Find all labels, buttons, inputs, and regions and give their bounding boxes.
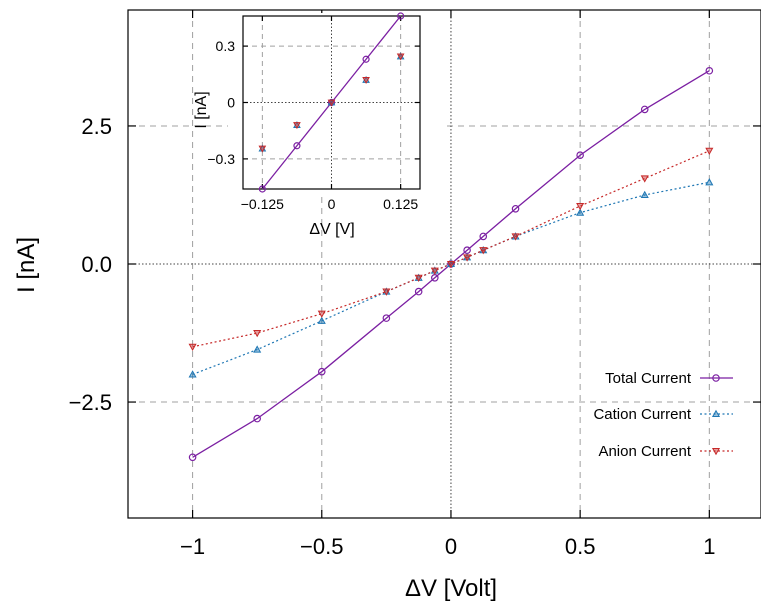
main-data-point — [705, 178, 714, 186]
main-x-tick-label: −1 — [180, 534, 205, 559]
legend-marker — [711, 409, 721, 418]
main-data-point — [317, 316, 326, 324]
main-data-point — [640, 190, 649, 199]
legend-label: Cation Current — [593, 406, 691, 423]
main-data-point — [640, 105, 649, 114]
main-data-point — [479, 232, 488, 241]
main-series-anion-current — [188, 147, 714, 352]
main-data-point — [382, 288, 391, 296]
x-axis-title: ΔV [Volt] — [405, 575, 497, 602]
inset-y-tick-label: 0.3 — [216, 38, 236, 54]
main-data-point — [463, 254, 472, 262]
main-data-point — [188, 370, 197, 378]
main-series-line — [192, 181, 710, 375]
inset-data-point — [293, 122, 301, 130]
inset-data-point — [362, 77, 370, 84]
inset-y-tick-label: 0 — [227, 95, 235, 111]
legend-label: Total Current — [605, 370, 692, 387]
inset-data-point — [258, 145, 267, 153]
main-data-point — [414, 274, 423, 283]
main-data-point — [705, 66, 714, 75]
main-data-point — [253, 414, 261, 423]
main-data-point — [479, 247, 488, 255]
inset-y-axis-title: I [nA] — [193, 91, 210, 128]
main-x-tick-label: −0.5 — [300, 534, 343, 559]
inset-data-point — [293, 142, 301, 150]
inset-data-point — [397, 12, 405, 20]
inset-x-axis-title: ΔV [V] — [309, 221, 354, 238]
main-x-tick-label: 0.5 — [565, 534, 596, 559]
legend: Total Current Cation Current Anion Current — [593, 370, 733, 460]
main-data-point — [188, 343, 197, 352]
main-x-tick-label: 0 — [445, 534, 457, 559]
inset-x-tick-label: −0.125 — [241, 196, 284, 212]
main-data-point — [640, 175, 649, 183]
main-data-point — [511, 204, 520, 213]
main-y-tick-label: 0.0 — [81, 252, 112, 277]
legend-marker — [712, 374, 720, 382]
main-data-point — [253, 345, 262, 353]
inset-series-anion-current — [258, 53, 405, 153]
main-data-point — [317, 367, 326, 376]
legend-marker — [711, 447, 721, 456]
inset-data-point — [258, 185, 266, 193]
inset-plot-area: −0.125 0 0.125 −0.3 0 0.3 — [207, 12, 446, 212]
y-axis-title: I [nA] — [13, 237, 40, 293]
main-data-point — [511, 233, 520, 241]
main-x-tick-label: 1 — [703, 534, 715, 559]
legend-label: Anion Current — [598, 443, 691, 460]
inset-x-tick-label: 0 — [328, 196, 336, 212]
main-data-point — [382, 314, 391, 322]
main-plot-area: −1 −0.5 0 0.5 1 −2.5 0.0 2.5 — [69, 9, 761, 559]
main-grid — [128, 10, 761, 518]
main-data-point — [446, 260, 456, 269]
main-data-point — [253, 329, 262, 338]
main-data-point — [317, 310, 326, 318]
inset-y-tick-label: −0.3 — [207, 151, 235, 167]
main-series-line — [192, 150, 710, 348]
main-data-point — [188, 453, 197, 462]
inset-data-point — [327, 99, 336, 107]
main-data-point — [430, 267, 439, 275]
main-data-point — [576, 208, 585, 216]
main-y-tick-label: −2.5 — [69, 390, 112, 415]
inset-series-line — [261, 15, 402, 190]
main-data-point — [705, 147, 714, 156]
inset-data-point — [362, 55, 370, 63]
main-data-point — [414, 287, 423, 296]
inset-x-tick-label: 0.125 — [383, 196, 418, 212]
main-data-point — [576, 151, 584, 160]
inset-data-point — [396, 53, 405, 61]
main-data-point — [576, 202, 585, 211]
main-y-tick-label: 2.5 — [81, 114, 112, 139]
